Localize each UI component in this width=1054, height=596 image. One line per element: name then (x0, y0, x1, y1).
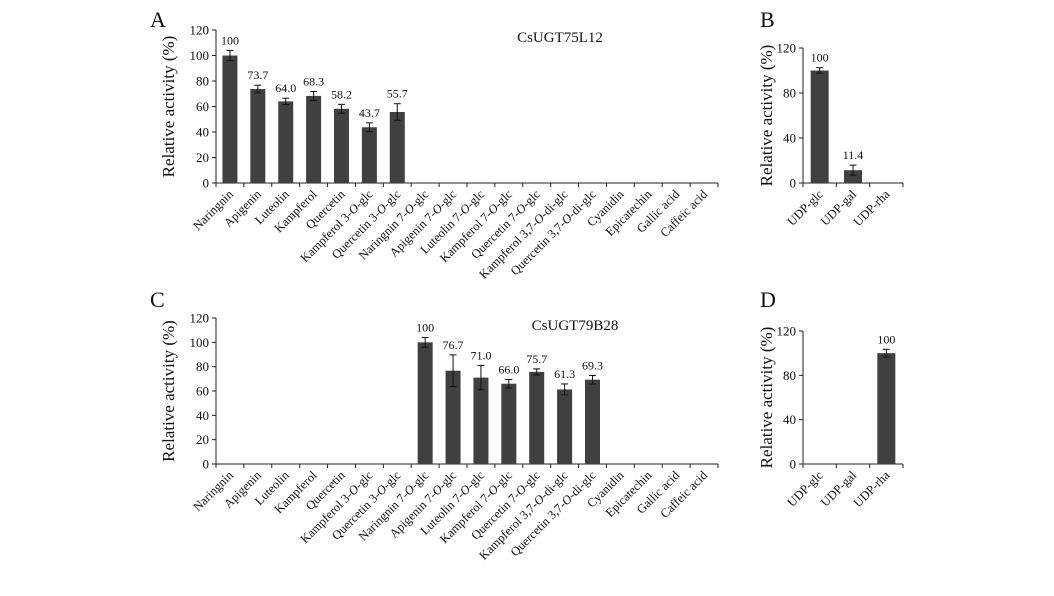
bar (877, 353, 896, 464)
bar (222, 55, 238, 183)
y-tick-label: 120 (777, 41, 797, 56)
bar (529, 371, 545, 464)
data-label: 76.7 (443, 338, 464, 352)
y-tick-label: 80 (196, 74, 209, 89)
y-tick-label: 80 (196, 359, 209, 374)
data-label: 11.4 (843, 148, 864, 162)
panel-letter: A (150, 7, 166, 32)
data-label: 43.7 (359, 106, 380, 120)
y-tick-label: 100 (190, 48, 210, 63)
data-label: 73.7 (247, 68, 268, 82)
bar (810, 70, 829, 183)
bar (278, 101, 294, 183)
category-label: UDP-rha (851, 187, 893, 229)
panel-letter: B (760, 7, 775, 32)
bar (389, 111, 405, 183)
y-tick-label: 40 (196, 408, 209, 423)
data-label: 66.0 (498, 362, 519, 376)
y-tick-label: 120 (190, 311, 210, 326)
y-tick-label: 100 (190, 335, 210, 350)
y-tick-label: 0 (790, 457, 797, 472)
data-label: 64.0 (275, 81, 296, 95)
y-axis-title: Relative activity (%) (757, 327, 776, 469)
panel-c: C CsUGT79B28 Relative activity (%) 0 20 40 60 8… (150, 287, 719, 563)
bar (557, 389, 573, 464)
panel-letter: D (760, 287, 776, 312)
panel-title: CsUGT79B28 (532, 318, 619, 334)
data-label: 100 (877, 332, 895, 346)
bar (306, 95, 322, 183)
data-label: 69.3 (582, 358, 603, 372)
bar (501, 383, 517, 464)
panel-letter: C (150, 287, 165, 312)
bar (473, 377, 489, 464)
y-tick-label: 40 (783, 131, 796, 146)
bar (844, 170, 862, 183)
y-tick-label: 20 (196, 432, 209, 447)
data-label: 58.2 (331, 87, 352, 101)
y-axis-title: Relative activity (%) (757, 45, 776, 187)
y-axis-title: Relative activity (%) (159, 36, 178, 178)
bar (445, 370, 461, 464)
y-tick-label: 80 (783, 368, 796, 383)
data-label: 68.3 (303, 74, 324, 88)
panel-d: D Relative activity (%) 0 40 80 120 UDP-glc UDP… (757, 287, 904, 510)
data-label: 61.3 (554, 367, 575, 381)
bar (417, 342, 433, 464)
category-label: UDP-glc (784, 187, 826, 229)
bar (334, 108, 349, 183)
y-tick-label: 0 (203, 457, 210, 472)
category-label: UDP-glc (784, 468, 826, 510)
y-tick-label: 0 (790, 176, 797, 191)
y-tick-label: 120 (190, 23, 210, 38)
data-label: 55.7 (387, 87, 408, 101)
y-axis-title: Relative activity (%) (159, 320, 178, 462)
y-tick-label: 20 (196, 150, 209, 165)
y-tick-label: 80 (783, 86, 796, 101)
data-label: 71.0 (470, 348, 491, 362)
data-label: 75.7 (526, 352, 547, 366)
y-tick-label: 60 (196, 99, 209, 114)
data-label: 100 (221, 33, 239, 47)
bar (585, 379, 600, 464)
bar (361, 127, 377, 183)
panel-a: A CsUGT75L12 Relative activity (%) 0 20 40 60 8… (150, 7, 719, 282)
category-label: UDP-rha (851, 468, 893, 510)
data-label: 100 (811, 51, 829, 65)
panel-title: CsUGT75L12 (517, 30, 603, 46)
y-tick-label: 0 (203, 176, 210, 191)
y-tick-label: 120 (777, 324, 797, 339)
y-tick-label: 40 (783, 412, 796, 427)
bar (250, 89, 266, 183)
data-label: 100 (416, 320, 434, 334)
y-tick-label: 60 (196, 384, 209, 399)
y-tick-label: 40 (196, 125, 209, 140)
panel-b: B Relative activity (%) 0 40 80 120 100 UDP-glc… (757, 7, 904, 229)
